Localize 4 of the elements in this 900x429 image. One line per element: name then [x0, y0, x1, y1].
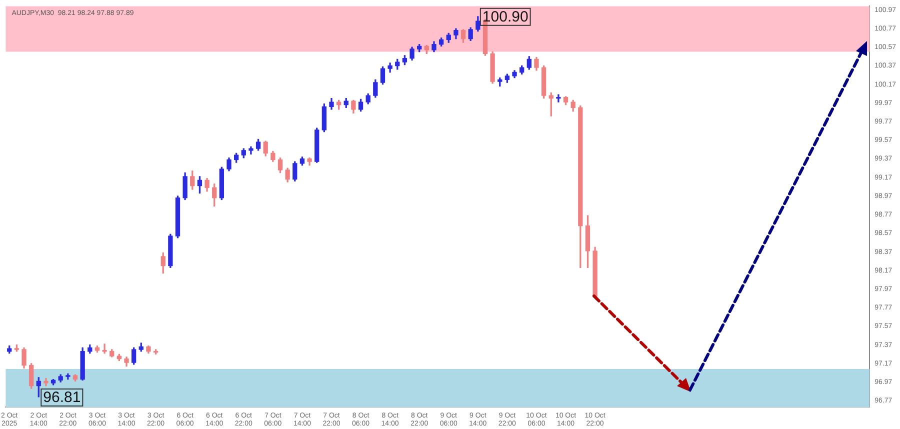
candlestick [102, 344, 107, 354]
candlestick [556, 94, 561, 102]
annotation: 96.81 [43, 389, 81, 406]
annotation: 100.90 [482, 8, 528, 26]
